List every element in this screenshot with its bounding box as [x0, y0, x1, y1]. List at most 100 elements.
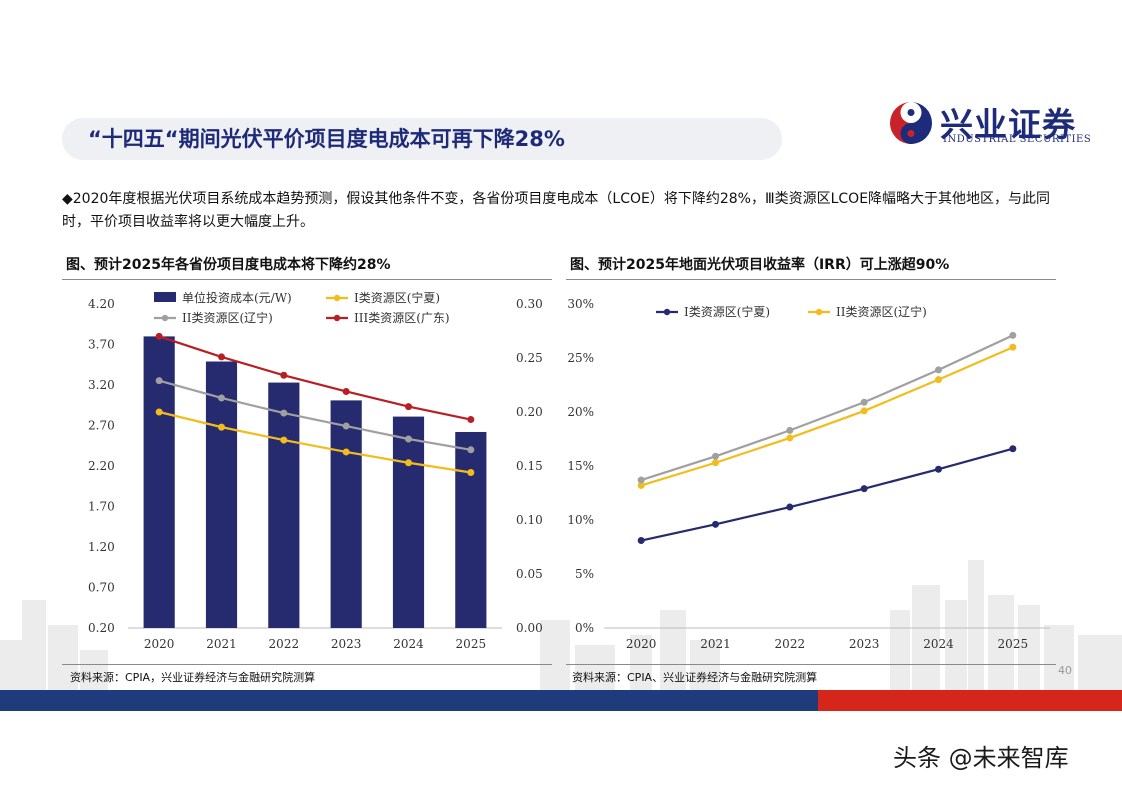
left-figure-title: 图、预计2025年各省份项目度电成本将下降约28% [66, 257, 391, 273]
footer-band-blue [0, 690, 818, 711]
left-axis-tick-label: 2.70 [88, 419, 115, 433]
series-point [280, 436, 288, 444]
series-line [158, 410, 472, 474]
x-axis-tick-label: 2024 [923, 637, 954, 651]
right-figure-title: 图、预计2025年地面光伏项目收益率（IRR）可上涨超90% [570, 257, 950, 273]
series-point [218, 394, 225, 402]
series-point [786, 434, 794, 442]
series-point [786, 426, 794, 434]
x-axis-tick-label: 2021 [700, 637, 731, 651]
y-axis-tick-label: 15% [567, 459, 594, 473]
y-axis-tick-label: 30% [567, 297, 594, 311]
series-point [155, 377, 163, 385]
y-axis-tick-label: 10% [567, 513, 594, 527]
bar-unit-investment-cost [143, 336, 175, 628]
series-line [640, 447, 1014, 542]
bar-unit-investment-cost [392, 416, 425, 628]
left-axis-tick-label: 3.20 [88, 378, 115, 392]
legend-swatch-point [333, 314, 341, 322]
series-point [1009, 331, 1017, 339]
series-line [158, 335, 472, 421]
series-point [467, 446, 475, 454]
series-point [467, 416, 475, 424]
series-point [712, 520, 719, 528]
x-axis-tick-label: 2023 [849, 637, 880, 651]
series-point [637, 481, 645, 489]
series-point [712, 452, 719, 460]
legend-swatch-bar [154, 292, 176, 302]
series-point [280, 409, 288, 417]
irr-chart: 0% 5% 10% 15% 20% 25% 30% 2020 2021 2022 2023 2024 2… [567, 297, 1050, 651]
x-axis-tick-label: 2025 [456, 637, 487, 651]
watermark-text: 头条 @未来智库 [893, 744, 1069, 772]
page-number: 40 [1058, 664, 1072, 677]
left-axis-tick-label: 1.70 [88, 500, 115, 514]
left-axis-tick-label: 4.20 [88, 297, 115, 311]
left-axis-tick-label: 0.20 [88, 621, 115, 635]
series-point [786, 503, 794, 511]
y-axis-tick-label: 5% [575, 567, 594, 581]
left-axis-tick-label: 0.70 [88, 581, 115, 595]
series-point [1009, 445, 1017, 453]
logo-name: 兴业证券 [940, 105, 1076, 144]
series-point [935, 465, 942, 473]
right-axis-tick-label: 0.20 [516, 405, 543, 419]
y-axis-tick-label: 20% [567, 405, 594, 419]
left-source-rule [62, 664, 552, 665]
bar-unit-investment-cost [205, 361, 238, 628]
series-line [158, 379, 472, 451]
bar-unit-investment-cost [455, 431, 487, 628]
page-title: “十四五“期间光伏平价项目度电成本可再下降28% [88, 127, 565, 151]
x-axis-tick-label: 2020 [144, 637, 175, 651]
right-axis-tick-label: 0.10 [516, 513, 543, 527]
x-axis-tick-label: 2022 [775, 637, 806, 651]
series-point [1009, 343, 1017, 351]
legend-label: 单位投资成本(元/W) [182, 290, 292, 305]
legend-swatch-point [161, 314, 169, 322]
x-axis-tick-label: 2023 [331, 637, 362, 651]
series-point [155, 332, 163, 340]
legend-label: I类资源区(宁夏) [354, 290, 440, 305]
series-point [405, 435, 412, 443]
series-point [218, 423, 225, 431]
series-line [640, 346, 1014, 487]
right-figure-title-rule [566, 279, 1056, 280]
series-point [405, 459, 412, 467]
series-point [860, 398, 868, 406]
legend-label: II类资源区(辽宁) [836, 304, 927, 319]
right-source-rule [566, 664, 1056, 665]
x-axis-tick-label: 2025 [998, 637, 1029, 651]
series-point [342, 422, 350, 430]
series-point [218, 353, 225, 361]
series-line [640, 334, 1014, 482]
left-figure-title-rule [62, 279, 552, 280]
series-point [467, 468, 475, 476]
series-point [342, 387, 350, 395]
legend-swatch-point [333, 294, 341, 302]
series-point [860, 485, 868, 493]
x-axis-tick-label: 2021 [206, 637, 237, 651]
series-point [637, 537, 645, 545]
legend-swatch-point [663, 308, 671, 316]
lcoe-chart: 0.20 0.70 1.20 1.70 2.20 2.70 3.20 3.70 4.20 0.00… [88, 290, 543, 651]
left-axis-tick-label: 2.20 [88, 459, 115, 473]
left-axis-tick-label: 3.70 [88, 338, 115, 352]
y-axis-tick-label: 25% [567, 351, 594, 365]
bar-unit-investment-cost [268, 382, 300, 628]
legend-label: I类资源区(宁夏) [684, 304, 770, 319]
series-point [155, 408, 163, 416]
footer-band-red [818, 690, 1122, 711]
x-axis-tick-label: 2024 [393, 637, 424, 651]
title-banner [62, 118, 782, 160]
legend-swatch-point [815, 308, 823, 316]
series-point [712, 459, 719, 467]
y-axis-tick-label: 0% [575, 621, 594, 635]
x-axis-tick-label: 2020 [626, 637, 657, 651]
right-source-note: 资料来源：CPIA、兴业证券经济与金融研究院测算 [572, 671, 818, 684]
series-point [860, 407, 868, 415]
bar-unit-investment-cost [330, 400, 362, 628]
logo-subtitle: INDUSTRIAL SECURITIES [943, 134, 1092, 145]
legend-label: III类资源区(广东) [354, 311, 450, 325]
series-point [935, 366, 942, 374]
right-axis-tick-label: 0.05 [516, 567, 543, 581]
